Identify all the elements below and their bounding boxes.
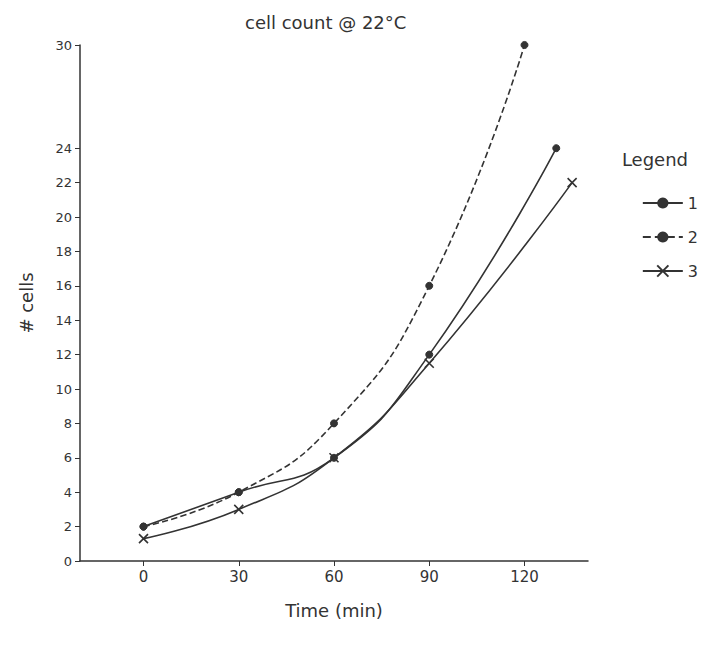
- svg-text:24: 24: [55, 141, 72, 156]
- svg-text:4: 4: [64, 485, 72, 500]
- svg-text:8: 8: [64, 416, 72, 431]
- svg-text:2: 2: [688, 228, 698, 247]
- svg-text:10: 10: [55, 382, 72, 397]
- svg-text:16: 16: [55, 278, 72, 293]
- svg-text:0: 0: [64, 554, 72, 569]
- svg-text:12: 12: [55, 347, 72, 362]
- svg-text:18: 18: [55, 244, 72, 259]
- svg-text:Time (min): Time (min): [284, 600, 383, 621]
- svg-text:2: 2: [64, 519, 72, 534]
- svg-text:22: 22: [55, 175, 72, 190]
- svg-text:# cells: # cells: [16, 272, 37, 333]
- svg-text:60: 60: [324, 568, 343, 586]
- svg-text:30: 30: [55, 38, 72, 53]
- svg-text:Legend: Legend: [622, 149, 688, 170]
- svg-text:14: 14: [55, 313, 72, 328]
- svg-text:6: 6: [64, 450, 72, 465]
- svg-text:90: 90: [420, 568, 439, 586]
- svg-text:20: 20: [55, 210, 72, 225]
- svg-text:30: 30: [229, 568, 248, 586]
- svg-text:120: 120: [510, 568, 539, 586]
- svg-text:cell count @ 22°C: cell count @ 22°C: [245, 12, 406, 33]
- svg-text:0: 0: [139, 568, 149, 586]
- svg-text:3: 3: [688, 262, 698, 281]
- svg-text:1: 1: [688, 194, 698, 213]
